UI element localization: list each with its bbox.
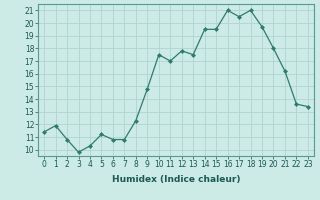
X-axis label: Humidex (Indice chaleur): Humidex (Indice chaleur): [112, 175, 240, 184]
